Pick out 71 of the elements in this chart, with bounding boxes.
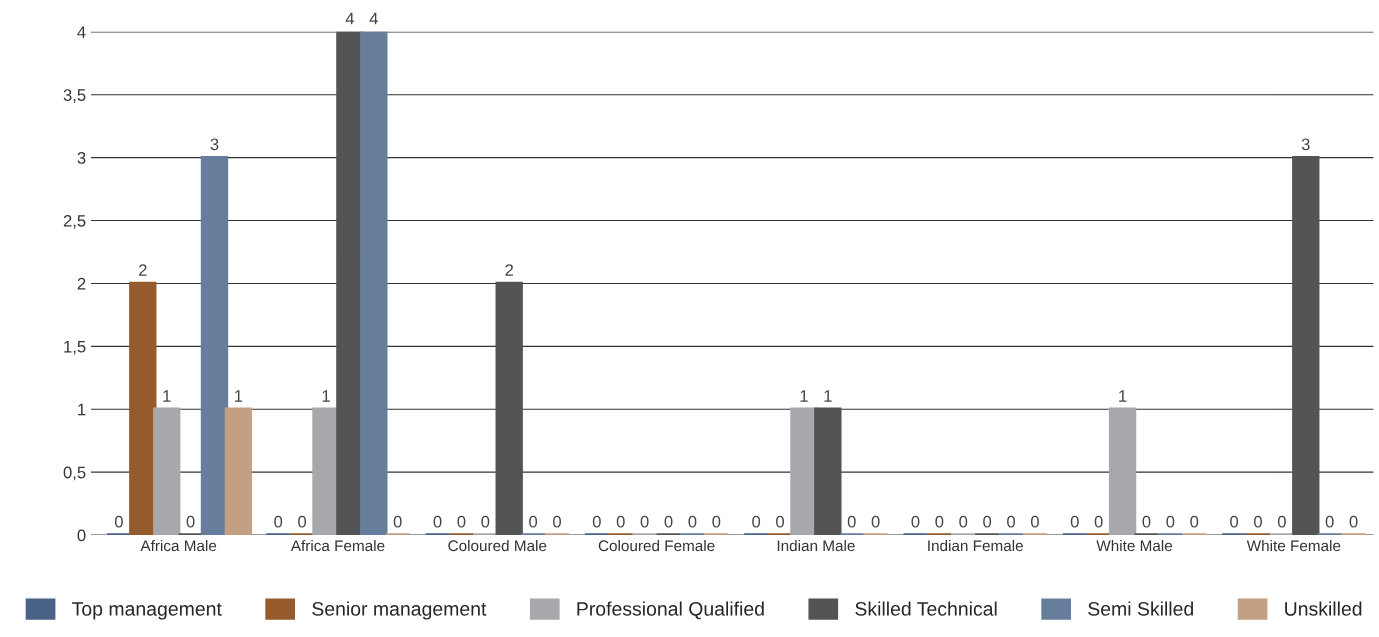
data-label: 0	[935, 515, 944, 528]
x-tick-label: Coloured Male	[448, 539, 547, 552]
x-tick-label: White Male	[1096, 539, 1173, 552]
data-label: 0	[1349, 515, 1358, 528]
data-label: 0	[186, 515, 195, 528]
legend-label: Professional Qualified	[577, 601, 764, 620]
data-label: 3	[210, 138, 219, 151]
data-label: 0	[1030, 515, 1039, 528]
data-label: 3	[1301, 138, 1310, 151]
data-label: 0	[1070, 515, 1079, 528]
data-label: 0	[664, 515, 673, 528]
data-label: 2	[505, 264, 514, 276]
data-label: 1	[800, 390, 808, 402]
x-tick-label: Africa Female	[290, 539, 385, 552]
data-label: 0	[1094, 515, 1103, 528]
data-label: 0	[433, 515, 442, 528]
data-label: 1	[1119, 390, 1127, 402]
data-label: 0	[911, 515, 920, 528]
y-tick-label: 1	[78, 403, 86, 416]
data-label: 1	[322, 390, 330, 402]
legend-label: Top management	[72, 602, 222, 620]
legend-label: Skilled Technical	[855, 601, 997, 616]
data-label: 4	[369, 12, 378, 25]
data-label: 0	[1190, 515, 1199, 528]
x-tick-label: Indian Female	[928, 539, 1023, 552]
data-label: 0	[1254, 515, 1262, 528]
data-label: 0	[616, 515, 625, 528]
legend-label: Semi Skilled	[1088, 601, 1193, 616]
data-label: 0	[640, 515, 649, 528]
legend-label: Senior management	[312, 601, 487, 620]
x-tick-label: White Female	[1246, 539, 1341, 552]
y-tick-label: 2	[77, 277, 86, 290]
y-tick-label: 2,5	[63, 214, 86, 229]
data-label: 0	[274, 515, 283, 528]
data-label: 0	[752, 515, 761, 528]
data-label: 0	[712, 515, 721, 528]
data-label: 0	[983, 515, 992, 528]
y-tick-label: 3,5	[63, 89, 86, 103]
legend-label: Unskilled	[1285, 601, 1362, 616]
data-label: 0	[1277, 515, 1286, 528]
y-tick-label: 0,5	[63, 466, 86, 481]
data-label: 0	[1007, 515, 1016, 528]
data-label: 0	[553, 515, 561, 528]
data-label: 0	[457, 515, 466, 528]
x-tick-label: Indian Male	[777, 539, 855, 552]
y-tick-label: 1,5	[64, 340, 86, 355]
data-label: 0	[481, 515, 490, 528]
data-label: 0	[871, 515, 880, 528]
data-label: 1	[235, 390, 243, 402]
data-label: 0	[298, 515, 307, 528]
x-tick-label: Africa Male	[140, 539, 217, 552]
data-label: 0	[1230, 515, 1239, 528]
data-label: 0	[688, 515, 697, 528]
data-label: 0	[529, 515, 538, 528]
data-label: 1	[163, 390, 171, 402]
data-label: 1	[824, 390, 832, 402]
data-label: 0	[959, 515, 968, 528]
y-tick-label: 0	[77, 529, 86, 542]
data-label: 2	[139, 264, 147, 276]
data-label: 0	[1325, 515, 1334, 528]
data-label: 0	[1166, 515, 1175, 528]
y-tick-label: 4	[77, 26, 86, 38]
x-tick-label: Coloured Female	[598, 539, 715, 552]
y-tick-label: 3	[77, 152, 86, 164]
data-label: 0	[847, 515, 856, 528]
data-label: 0	[592, 515, 601, 528]
data-label: 0	[1142, 515, 1151, 528]
data-label: 4	[345, 12, 355, 25]
data-label: 0	[393, 515, 402, 528]
data-label: 0	[776, 515, 785, 528]
data-label: 0	[114, 515, 123, 528]
